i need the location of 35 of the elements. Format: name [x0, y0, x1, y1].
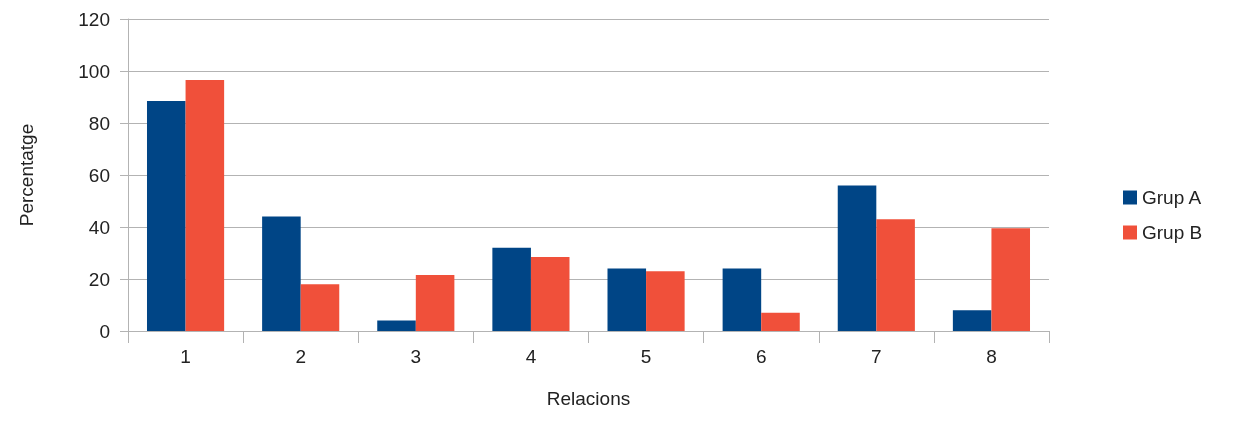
bar — [607, 268, 647, 331]
bar — [646, 271, 685, 331]
bar — [876, 219, 915, 331]
bar — [147, 100, 186, 331]
x-tick-label: 7 — [871, 346, 882, 367]
bar — [262, 216, 301, 331]
bar — [837, 185, 877, 331]
legend-label: Grup A — [1142, 187, 1202, 208]
y-tick-label: 120 — [78, 8, 110, 30]
x-axis-title: Relacions — [546, 388, 631, 409]
bar — [415, 275, 455, 331]
y-axis-title: Percentatge — [16, 123, 37, 227]
bar — [991, 228, 1030, 331]
x-tick-label: 3 — [410, 346, 422, 367]
bar — [952, 310, 992, 331]
y-tick-label: 60 — [88, 164, 110, 186]
bar — [377, 320, 416, 331]
legend-label: Grup B — [1142, 222, 1203, 243]
x-tick-label: 2 — [295, 346, 306, 367]
x-tick-label: 1 — [180, 346, 191, 367]
bar — [492, 247, 531, 331]
bar — [530, 256, 570, 331]
x-tick-label: 6 — [755, 346, 767, 367]
bar — [300, 284, 340, 331]
bar — [185, 80, 225, 331]
y-tick-label: 100 — [78, 60, 110, 82]
x-tick-label: 4 — [525, 346, 537, 367]
x-tick-label: 8 — [986, 346, 997, 367]
bar — [722, 268, 762, 331]
y-tick-label: 20 — [88, 268, 110, 290]
y-tick-label: 0 — [99, 320, 110, 342]
bar — [761, 312, 800, 331]
y-tick-label: 40 — [88, 216, 110, 238]
x-tick-label: 5 — [640, 346, 652, 367]
y-tick-label: 80 — [88, 112, 110, 134]
